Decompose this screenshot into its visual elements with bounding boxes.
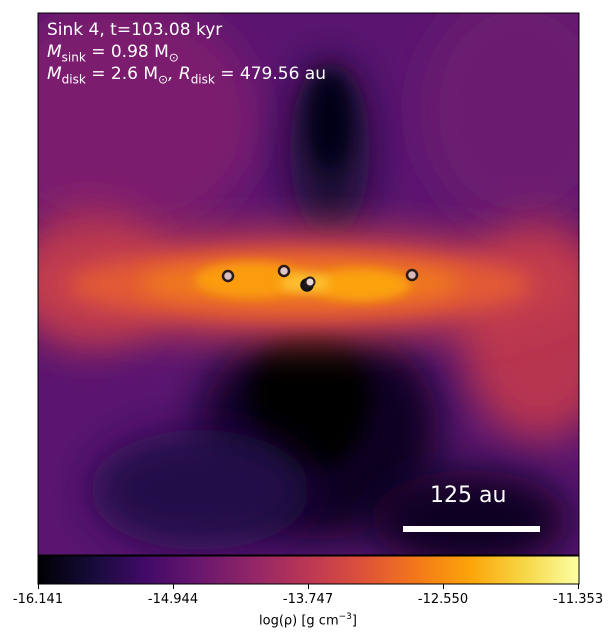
sink-marker-d [304, 276, 316, 288]
sink-marker-b [277, 264, 291, 278]
colorbar-tick-4: -11.353 [552, 592, 604, 607]
sink-mass-label: Msink = 0.98 M⊙ [47, 42, 179, 65]
colorbar-tick-3: -12.550 [417, 592, 469, 607]
scale-bar-label: 125 au [430, 483, 507, 508]
sink-marker-a [221, 269, 235, 283]
disk-properties-label: Mdisk = 2.6 M⊙, Rdisk = 479.56 au [47, 64, 326, 87]
colorbar-label: log(ρ) [g cm−3] [259, 612, 357, 629]
density-image [38, 13, 579, 555]
colorbar [37, 555, 580, 585]
colorbar-ticks [38, 584, 579, 589]
sink-markers [221, 264, 419, 292]
sink-marker-e [405, 268, 419, 282]
sink-time-label: Sink 4, t=103.08 kyr [47, 20, 223, 40]
plot-frame [37, 12, 580, 556]
colorbar-tick-1: -14.944 [147, 592, 199, 607]
colorbar-tick-0: -16.141 [12, 592, 64, 607]
scale-bar [403, 526, 540, 532]
colorbar-tick-2: -13.747 [282, 592, 334, 607]
